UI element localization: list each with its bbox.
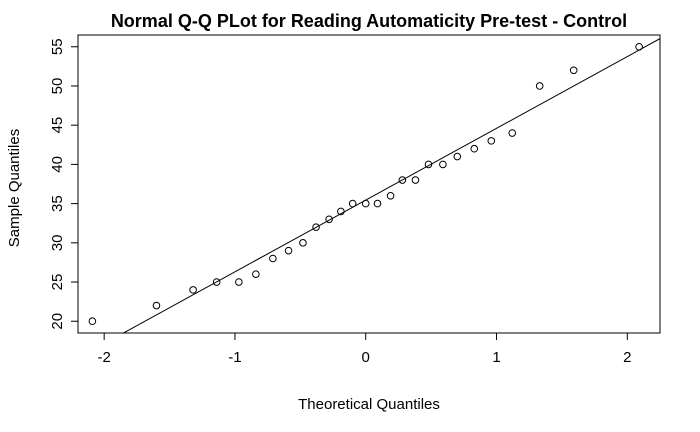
data-point (508, 129, 517, 137)
y-tick-label: 40 (49, 156, 66, 173)
x-axis-label: Theoretical Quantiles (298, 396, 440, 413)
y-tick-label: 30 (49, 234, 66, 251)
y-axis-label: Sample Quantiles (6, 129, 23, 247)
data-point (312, 223, 320, 231)
y-tick-label: 35 (49, 195, 66, 212)
data-point (439, 160, 447, 169)
y-tick-label: 20 (49, 313, 66, 330)
data-point (487, 137, 496, 145)
data-point (152, 301, 161, 310)
plot-frame (77, 34, 661, 334)
data-point (361, 199, 370, 208)
data-point (299, 239, 307, 247)
y-axis: 20 25 30 35 40 45 50 55 (49, 38, 78, 330)
data-point (212, 278, 221, 286)
data-point (398, 176, 407, 184)
x-tick-label: 1 (492, 349, 500, 366)
data-point (453, 152, 462, 161)
data-point (88, 317, 97, 326)
y-tick-label: 25 (49, 274, 66, 291)
x-axis: -2 -1 0 1 2 (97, 333, 631, 366)
x-tick-label: -2 (97, 349, 110, 366)
data-point (424, 160, 433, 169)
data-point (348, 199, 357, 208)
data-point (337, 207, 345, 216)
data-point (535, 82, 544, 90)
data-point (284, 246, 293, 255)
y-tick-label: 50 (49, 78, 66, 95)
data-point (373, 199, 382, 208)
x-tick-label: 2 (623, 349, 631, 366)
y-tick-label: 55 (49, 38, 66, 55)
data-point (411, 176, 420, 184)
y-tick-label: 45 (49, 117, 66, 134)
x-tick-label: 0 (362, 349, 370, 366)
data-point (189, 286, 197, 294)
chart-title: Normal Q-Q PLot for Reading Automaticity… (111, 11, 627, 31)
data-point (252, 270, 260, 278)
x-tick-label: -1 (228, 349, 241, 366)
data-point (235, 278, 243, 286)
data-point (386, 191, 395, 200)
data-point (569, 66, 578, 75)
data-point (325, 215, 333, 224)
data-points (88, 42, 643, 326)
data-point (269, 254, 277, 263)
data-point (635, 42, 643, 51)
data-point (470, 144, 479, 153)
